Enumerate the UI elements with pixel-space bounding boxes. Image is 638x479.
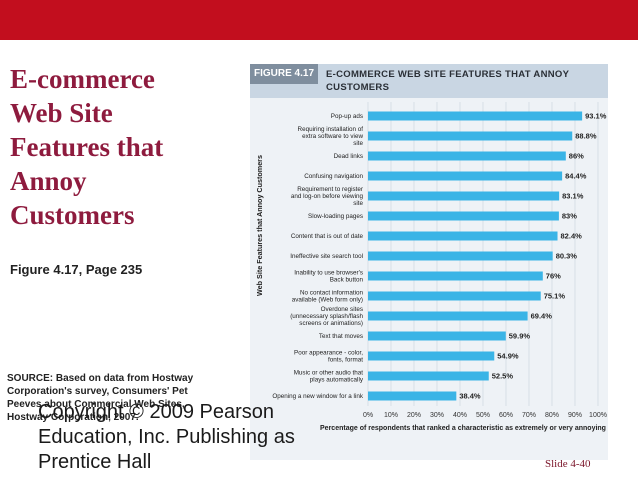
bar [368, 191, 560, 201]
x-tick-label: 60% [499, 412, 513, 419]
category-label: Content that is out of date [291, 233, 364, 240]
value-label: 82.4% [561, 232, 583, 241]
category-label: Requiring installation of extra software … [298, 126, 364, 147]
x-tick-label: 100% [589, 412, 607, 419]
x-tick-label: 30% [430, 412, 444, 419]
header-bar [0, 0, 638, 40]
figure-label: FIGURE 4.17 [250, 64, 318, 84]
x-tick-label: 90% [568, 412, 582, 419]
x-axis-label: Percentage of respondents that ranked a … [320, 425, 606, 432]
source-note: SOURCE: Based on data from Hostway Corpo… [7, 373, 194, 423]
bar [368, 331, 506, 341]
category-label: Pop-up ads [331, 113, 363, 120]
value-label: 69.4% [531, 312, 553, 321]
bar [368, 251, 553, 261]
category-label: Music or other audio that plays automatic… [294, 370, 364, 384]
category-label: Ineffective site search tool [290, 253, 363, 260]
bar [368, 231, 558, 241]
value-label: 93.1% [585, 112, 607, 121]
figure-reference: Figure 4.17, Page 235 [10, 262, 143, 277]
slide-title: E-commerce Web Site Features that Annoy … [10, 64, 164, 230]
category-label: Inability to use browser's Back button [294, 270, 363, 284]
bar [368, 351, 495, 361]
value-label: 75.1% [544, 292, 566, 301]
bar [368, 371, 489, 381]
x-tick-label: 40% [453, 412, 467, 419]
bar [368, 131, 573, 141]
value-label: 76% [546, 272, 561, 281]
category-label: Overdone sites (unnecessary splash/flash s… [290, 306, 363, 327]
header-divider [0, 40, 638, 42]
category-label: Confusing navigation [304, 173, 363, 180]
copyright-text: Copyright © 2009 Pearson Education, Inc.… [38, 401, 295, 473]
bar-chart: 0% 10% 20% 30% 40% 50% 60% 70% 80% 90% 100% Web Sit… [255, 102, 607, 432]
bar [368, 151, 566, 161]
x-tick-label: 10% [384, 412, 398, 419]
category-label: Slow-loading pages [308, 213, 363, 220]
x-tick-label: 20% [407, 412, 421, 419]
slide-number: Slide 4-40 [545, 458, 591, 470]
bar [368, 171, 563, 181]
category-label: Requirement to register and log-on before… [291, 186, 364, 207]
x-tick-label: 50% [476, 412, 490, 419]
bar [368, 271, 543, 281]
bar [368, 291, 541, 301]
value-label: 83.1% [562, 192, 584, 201]
value-label: 54.9% [497, 352, 519, 361]
bar [368, 111, 583, 121]
figure-caption: E-COMMERCE WEB SITE FEATURES THAT ANNOY … [326, 69, 570, 93]
value-label: 84.4% [565, 172, 587, 181]
category-label: Poor appearance - color, fonts, format [294, 350, 363, 364]
figure-header: FIGURE 4.17 E-COMMERCE WEB SITE FEATURES… [250, 64, 608, 98]
value-label: 86% [569, 152, 584, 161]
value-label: 38.4% [459, 392, 481, 401]
value-label: 80.3% [556, 252, 578, 261]
bar [368, 391, 457, 401]
x-tick-label: 0% [363, 412, 373, 419]
category-label: Opening a new window for a link [272, 393, 364, 400]
category-label: Text that moves [319, 333, 363, 340]
category-label: No contact information available (Web for… [292, 290, 364, 304]
bar [368, 311, 528, 321]
y-axis-label: Web Site Features that Annoy Customers [255, 155, 264, 296]
value-label: 52.5% [492, 372, 514, 381]
value-label: 88.8% [575, 132, 597, 141]
x-tick-label: 80% [545, 412, 559, 419]
category-label: Dead links [334, 153, 363, 160]
bar [368, 211, 559, 221]
x-tick-label: 70% [522, 412, 536, 419]
value-label: 59.9% [509, 332, 531, 341]
value-label: 83% [562, 212, 577, 221]
